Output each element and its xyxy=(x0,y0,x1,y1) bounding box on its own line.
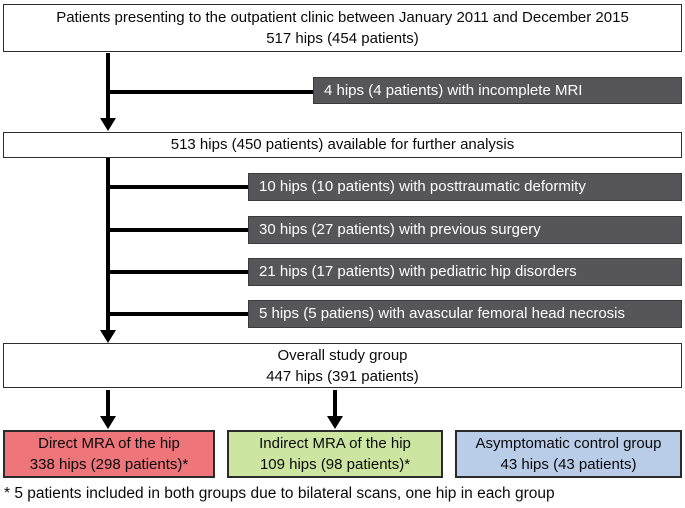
exclusion-box-pediatric-hip-disorders: 21 hips (17 patients) with pediatric hip… xyxy=(248,258,682,286)
group-box-direct-mra: Direct MRA of the hip 338 hips (298 pati… xyxy=(3,430,215,478)
direct-mra-count: 338 hips (298 patients)* xyxy=(29,456,189,473)
connector-line xyxy=(333,390,337,418)
connector-line xyxy=(106,390,110,418)
exclusion-box-incomplete-mri: 4 hips (4 patients) with incomplete MRI xyxy=(313,77,682,104)
connector-line xyxy=(108,185,250,189)
overall-count: 447 hips (391 patients) xyxy=(266,368,419,385)
control-group-label: Asymptomatic control group xyxy=(475,435,662,452)
exclusion-box-posttraumatic-deformity: 10 hips (10 patients) with posttraumatic… xyxy=(248,173,682,201)
exclusion-box-avascular-necrosis: 5 hips (5 patiens) with avascular femora… xyxy=(248,300,682,328)
connector-line xyxy=(106,53,110,120)
group-box-asymptomatic-control: Asymptomatic control group 43 hips (43 p… xyxy=(455,430,682,478)
connector-line xyxy=(106,158,110,332)
indirect-mra-count: 109 hips (98 patients)* xyxy=(259,456,411,473)
group-box-indirect-mra: Indirect MRA of the hip 109 hips (98 pat… xyxy=(227,430,443,478)
enrollment-count: 517 hips (454 patients) xyxy=(266,30,419,47)
indirect-mra-label: Indirect MRA of the hip xyxy=(259,435,411,452)
arrow-down-icon xyxy=(100,416,116,429)
arrow-down-icon xyxy=(327,416,343,429)
exclusion-box-previous-surgery: 30 hips (27 patients) with previous surg… xyxy=(248,216,682,244)
available-box: 513 hips (450 patients) available for fu… xyxy=(3,132,682,158)
arrow-down-icon xyxy=(100,118,116,131)
bilateral-scans-footnote: * 5 patients included in both groups due… xyxy=(4,485,555,502)
enrollment-box: Patients presenting to the outpatient cl… xyxy=(3,4,682,52)
connector-line xyxy=(108,90,315,94)
connector-line xyxy=(108,312,250,316)
direct-mra-label: Direct MRA of the hip xyxy=(38,435,180,452)
overall-title: Overall study group xyxy=(277,347,408,364)
enrollment-line1: Patients presenting to the outpatient cl… xyxy=(56,9,629,26)
connector-line xyxy=(108,228,250,232)
control-group-count: 43 hips (43 patients) xyxy=(500,456,637,473)
overall-study-group-box: Overall study group 447 hips (391 patien… xyxy=(3,343,682,388)
arrow-down-icon xyxy=(100,330,116,343)
connector-line xyxy=(108,270,250,274)
